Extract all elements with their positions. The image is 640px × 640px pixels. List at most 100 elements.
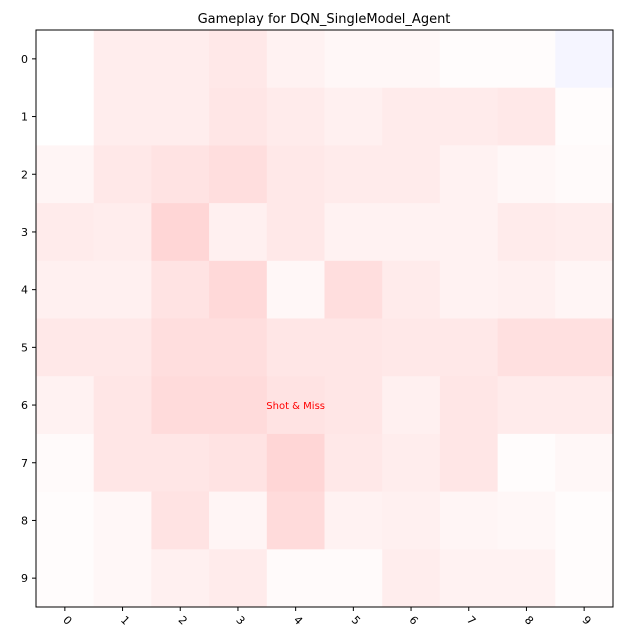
heatmap-cell-1-9 [555,87,614,146]
heatmap-cell-1-7 [439,87,499,146]
heatmap-cell-1-1 [93,87,152,146]
heatmap-cell-9-5 [324,549,383,608]
heatmap-cell-8-6 [382,491,441,550]
heatmap-cell-1-3 [209,87,268,146]
heatmap-cell-8-3 [209,491,268,550]
heatmap-cell-2-7 [439,145,499,204]
x-tick-label: 9 [580,613,594,627]
x-tick-label: 8 [522,613,536,627]
heatmap-cell-0-9 [555,30,614,89]
heatmap-cell-9-2 [151,549,210,608]
heatmap-cell-5-5 [324,318,383,377]
y-tick-label: 1 [21,111,28,124]
heatmap-cell-8-1 [93,491,152,550]
heatmap-cell-1-8 [497,87,556,146]
heatmap-cell-6-0 [36,376,95,435]
cell-annotation: Shot & Miss [266,401,325,412]
x-tick-label: 7 [464,613,478,627]
heatmap-cell-5-6 [382,318,441,377]
heatmap-cell-2-4 [266,145,325,204]
heatmap-cell-6-5 [324,376,383,435]
y-tick-label: 4 [21,284,28,297]
x-tick-label: 1 [118,613,132,627]
heatmap-cell-7-3 [209,433,268,493]
heatmap-cell-4-9 [555,260,614,319]
heatmap-cell-5-4 [266,318,325,377]
x-axis: 0 1 2 3 4 5 6 7 8 9 [60,607,594,628]
heatmap-cell-7-7 [439,433,499,493]
heatmap-cell-2-8 [497,145,556,204]
plot-frame [35,29,614,608]
heatmap-cell-3-9 [555,203,614,262]
heatmap-cell-9-6 [382,549,441,608]
y-tick-label: 6 [21,399,28,412]
y-axis: 0 1 2 3 4 5 6 7 8 9 [21,53,36,585]
heatmap-cell-1-0 [36,87,95,146]
heatmap-cell-3-8 [497,203,556,262]
heatmap-cell-0-0 [36,30,95,89]
heatmap-cell-4-7 [439,260,499,319]
heatmap-cell-1-4 [266,87,325,146]
heatmap-cells [36,30,614,608]
heatmap-cell-6-4 [266,376,325,435]
x-tick-label: 6 [406,613,420,627]
heatmap-cell-0-4 [266,30,325,89]
heatmap-cell-2-9 [555,145,614,204]
heatmap-cell-5-0 [36,318,95,377]
heatmap-cell-0-5 [324,30,383,89]
heatmap-cell-0-8 [497,30,556,89]
heatmap-cell-5-7 [439,318,499,377]
heatmap-cell-3-5 [324,203,383,262]
heatmap-cell-9-4 [266,549,325,608]
heatmap-cell-1-2 [151,87,210,146]
heatmap-cell-0-3 [209,30,268,89]
heatmap-cell-8-9 [555,491,614,550]
y-tick-label: 5 [21,341,28,354]
heatmap-cell-8-0 [36,491,95,550]
heatmap-cell-4-3 [209,260,268,319]
heatmap-cell-0-6 [382,30,441,89]
heatmap-cell-6-9 [555,376,614,435]
heatmap-cell-6-6 [382,376,441,435]
heatmap-cell-3-3 [209,203,268,262]
heatmap-cell-2-2 [151,145,210,204]
heatmap-cell-9-0 [36,549,95,608]
heatmap-cell-8-7 [439,491,499,550]
x-tick-label: 4 [291,613,305,627]
heatmap-cell-4-0 [36,260,95,319]
y-tick-label: 0 [21,53,28,66]
x-tick-label: 2 [176,613,190,627]
heatmap-cell-0-7 [439,30,499,89]
heatmap-cell-7-5 [324,433,383,493]
chart-title: Gameplay for DQN_SingleModel_Agent [198,12,451,27]
heatmap-cell-7-4 [266,433,325,493]
heatmap-cell-2-6 [382,145,441,204]
heatmap-cell-3-2 [151,203,210,262]
heatmap-cell-4-2 [151,260,210,319]
heatmap-cell-1-6 [382,87,441,146]
heatmap-cell-3-4 [266,203,325,262]
y-tick-label: 3 [21,226,28,239]
heatmap-cell-1-5 [324,87,383,146]
heatmap-cell-3-0 [36,203,95,262]
x-tick-label: 0 [60,613,74,627]
heatmap-cell-3-1 [93,203,152,262]
heatmap-cell-5-8 [497,318,556,377]
heatmap-cell-5-9 [555,318,614,377]
heatmap-cell-3-6 [382,203,441,262]
heatmap-cell-8-2 [151,491,210,550]
heatmap-cell-6-8 [497,376,556,435]
heatmap-cell-5-1 [93,318,152,377]
heatmap-cell-9-3 [209,549,268,608]
heatmap-cell-2-3 [209,145,268,204]
heatmap-cell-2-0 [36,145,95,204]
heatmap-cell-4-8 [497,260,556,319]
heatmap-cell-4-6 [382,260,441,319]
heatmap-cell-7-8 [497,433,556,493]
y-tick-label: 8 [21,514,28,527]
annotations: Shot & Miss [266,401,325,412]
heatmap-cell-7-2 [151,433,210,493]
heatmap-cell-8-5 [324,491,383,550]
x-tick-label: 3 [233,613,247,627]
